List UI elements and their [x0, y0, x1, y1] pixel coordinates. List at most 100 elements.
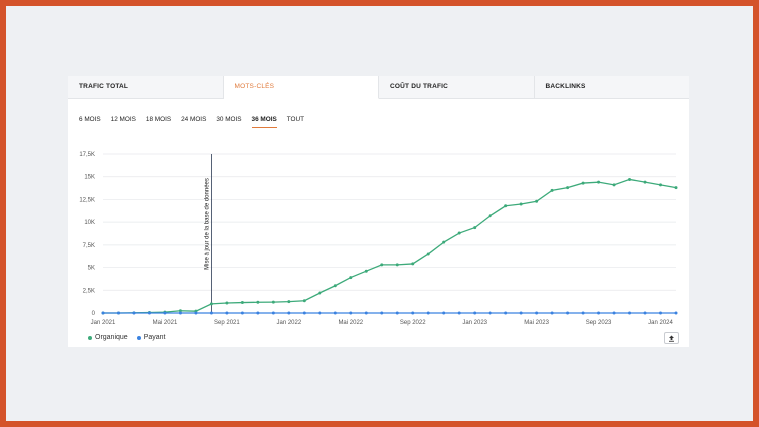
data-point-payant	[442, 311, 446, 315]
data-point-payant	[178, 311, 182, 315]
data-point-payant	[364, 311, 368, 315]
y-tick-label: 5K	[88, 266, 95, 272]
keywords-line-chart: 0 2,5K 5K 7,5K 10K 12,5K 15K 17,5K Jan 2021 Mai 2…	[79, 152, 678, 326]
data-point-payant	[116, 311, 120, 315]
data-point-payant	[163, 311, 167, 315]
data-point-payant	[411, 311, 415, 315]
data-point-organique	[333, 284, 337, 288]
data-point-payant	[209, 311, 213, 315]
data-point-organique	[659, 183, 663, 187]
data-point-payant	[550, 311, 554, 315]
x-tick-label: Jan 2022	[276, 320, 301, 326]
data-point-organique	[302, 299, 306, 303]
data-point-payant	[395, 311, 399, 315]
x-tick-label: Jan 2021	[91, 320, 116, 326]
data-point-payant	[302, 311, 306, 315]
tab-cout-du-trafic[interactable]: COÛT DU TRAFIC	[379, 76, 535, 99]
data-point-payant	[271, 311, 275, 315]
upload-icon	[669, 335, 674, 342]
data-point-payant	[457, 311, 461, 315]
period-12-mois[interactable]: 12 MOIS	[110, 116, 136, 123]
legend-item-payant[interactable]: Payant	[136, 334, 166, 341]
data-point-payant	[256, 311, 260, 315]
data-point-organique	[225, 301, 229, 305]
legend-payant-label: Payant	[143, 334, 166, 341]
x-tick-label: Jan 2024	[648, 320, 673, 326]
data-point-payant	[426, 311, 430, 315]
x-tick-label: Sep 2021	[214, 320, 240, 326]
x-tick-label: Sep 2022	[400, 320, 426, 326]
data-point-payant	[287, 311, 291, 315]
data-point-payant	[659, 311, 663, 315]
chart-legend: Organique Payant	[88, 334, 175, 341]
data-point-organique	[271, 300, 275, 304]
data-point-organique	[411, 262, 415, 266]
period-18-mois[interactable]: 18 MOIS	[145, 116, 172, 123]
x-tick-label: Mai 2021	[153, 320, 178, 326]
data-point-organique	[240, 301, 244, 305]
data-point-organique	[349, 276, 353, 280]
tab-mots-cles[interactable]: MOTS-CLÉS	[223, 76, 379, 99]
tab-trafic-total[interactable]: TRAFIC TOTAL	[68, 76, 224, 99]
data-point-payant	[318, 311, 322, 315]
page-background: TRAFIC TOTAL MOTS-CLÉS COÛT DU TRAFIC BA…	[6, 6, 753, 421]
data-point-organique	[504, 204, 508, 208]
y-tick-label: 7,5K	[83, 243, 95, 249]
data-point-organique	[643, 180, 647, 184]
data-point-organique	[364, 269, 368, 273]
data-point-organique	[628, 177, 632, 181]
period-30-mois[interactable]: 30 MOIS	[216, 116, 242, 123]
data-point-payant	[240, 311, 244, 315]
data-point-payant	[519, 311, 523, 315]
data-point-organique	[457, 231, 461, 235]
data-point-organique	[395, 263, 399, 267]
data-point-payant	[194, 311, 198, 315]
period-selector: 6 MOIS 12 MOIS 18 MOIS 24 MOIS 30 MOIS 3…	[79, 116, 314, 128]
metric-tabs: TRAFIC TOTAL MOTS-CLÉS COÛT DU TRAFIC BA…	[68, 76, 689, 99]
y-tick-label: 17,5K	[79, 152, 95, 158]
data-point-payant	[643, 311, 647, 315]
y-tick-label: 0	[92, 311, 96, 317]
data-point-organique	[550, 188, 554, 192]
traffic-card: TRAFIC TOTAL MOTS-CLÉS COÛT DU TRAFIC BA…	[68, 76, 689, 347]
legend-item-organique[interactable]: Organique	[88, 334, 128, 341]
data-point-organique	[318, 291, 322, 295]
data-point-organique	[380, 263, 384, 267]
data-point-payant	[101, 311, 105, 315]
period-6-mois[interactable]: 6 MOIS	[79, 116, 101, 123]
data-point-organique	[256, 300, 260, 304]
x-tick-label: Sep 2023	[586, 320, 612, 326]
data-point-organique	[473, 226, 477, 230]
x-tick-label: Mai 2023	[524, 320, 549, 326]
data-point-payant	[535, 311, 539, 315]
data-point-payant	[581, 311, 585, 315]
data-point-payant	[674, 311, 678, 315]
data-point-organique	[535, 199, 539, 203]
data-point-organique	[597, 180, 601, 184]
period-36-mois[interactable]: 36 MOIS	[251, 116, 277, 128]
data-point-organique	[581, 181, 585, 185]
y-tick-label: 12,5K	[79, 197, 95, 203]
x-tick-label: Jan 2023	[462, 320, 487, 326]
tab-backlinks[interactable]: BACKLINKS	[534, 76, 689, 99]
annotation-label: Mise à jour de la base de données	[204, 178, 210, 270]
data-point-organique	[442, 240, 446, 244]
data-point-payant	[380, 311, 384, 315]
data-point-organique	[519, 202, 523, 206]
y-tick-label: 15K	[84, 175, 95, 181]
data-point-payant	[333, 311, 337, 315]
data-point-organique	[566, 186, 570, 190]
data-point-organique	[178, 309, 182, 313]
data-point-payant	[628, 311, 632, 315]
data-point-payant	[488, 311, 492, 315]
y-tick-label: 10K	[84, 220, 95, 226]
y-tick-label: 2,5K	[83, 288, 95, 294]
period-tout[interactable]: TOUT	[286, 116, 305, 123]
legend-payant-dot	[136, 335, 141, 340]
export-button[interactable]	[664, 332, 679, 344]
data-point-organique	[488, 214, 492, 218]
data-point-organique	[674, 186, 678, 190]
data-point-payant	[566, 311, 570, 315]
series-line-organique	[103, 178, 677, 314]
period-24-mois[interactable]: 24 MOIS	[181, 116, 207, 123]
